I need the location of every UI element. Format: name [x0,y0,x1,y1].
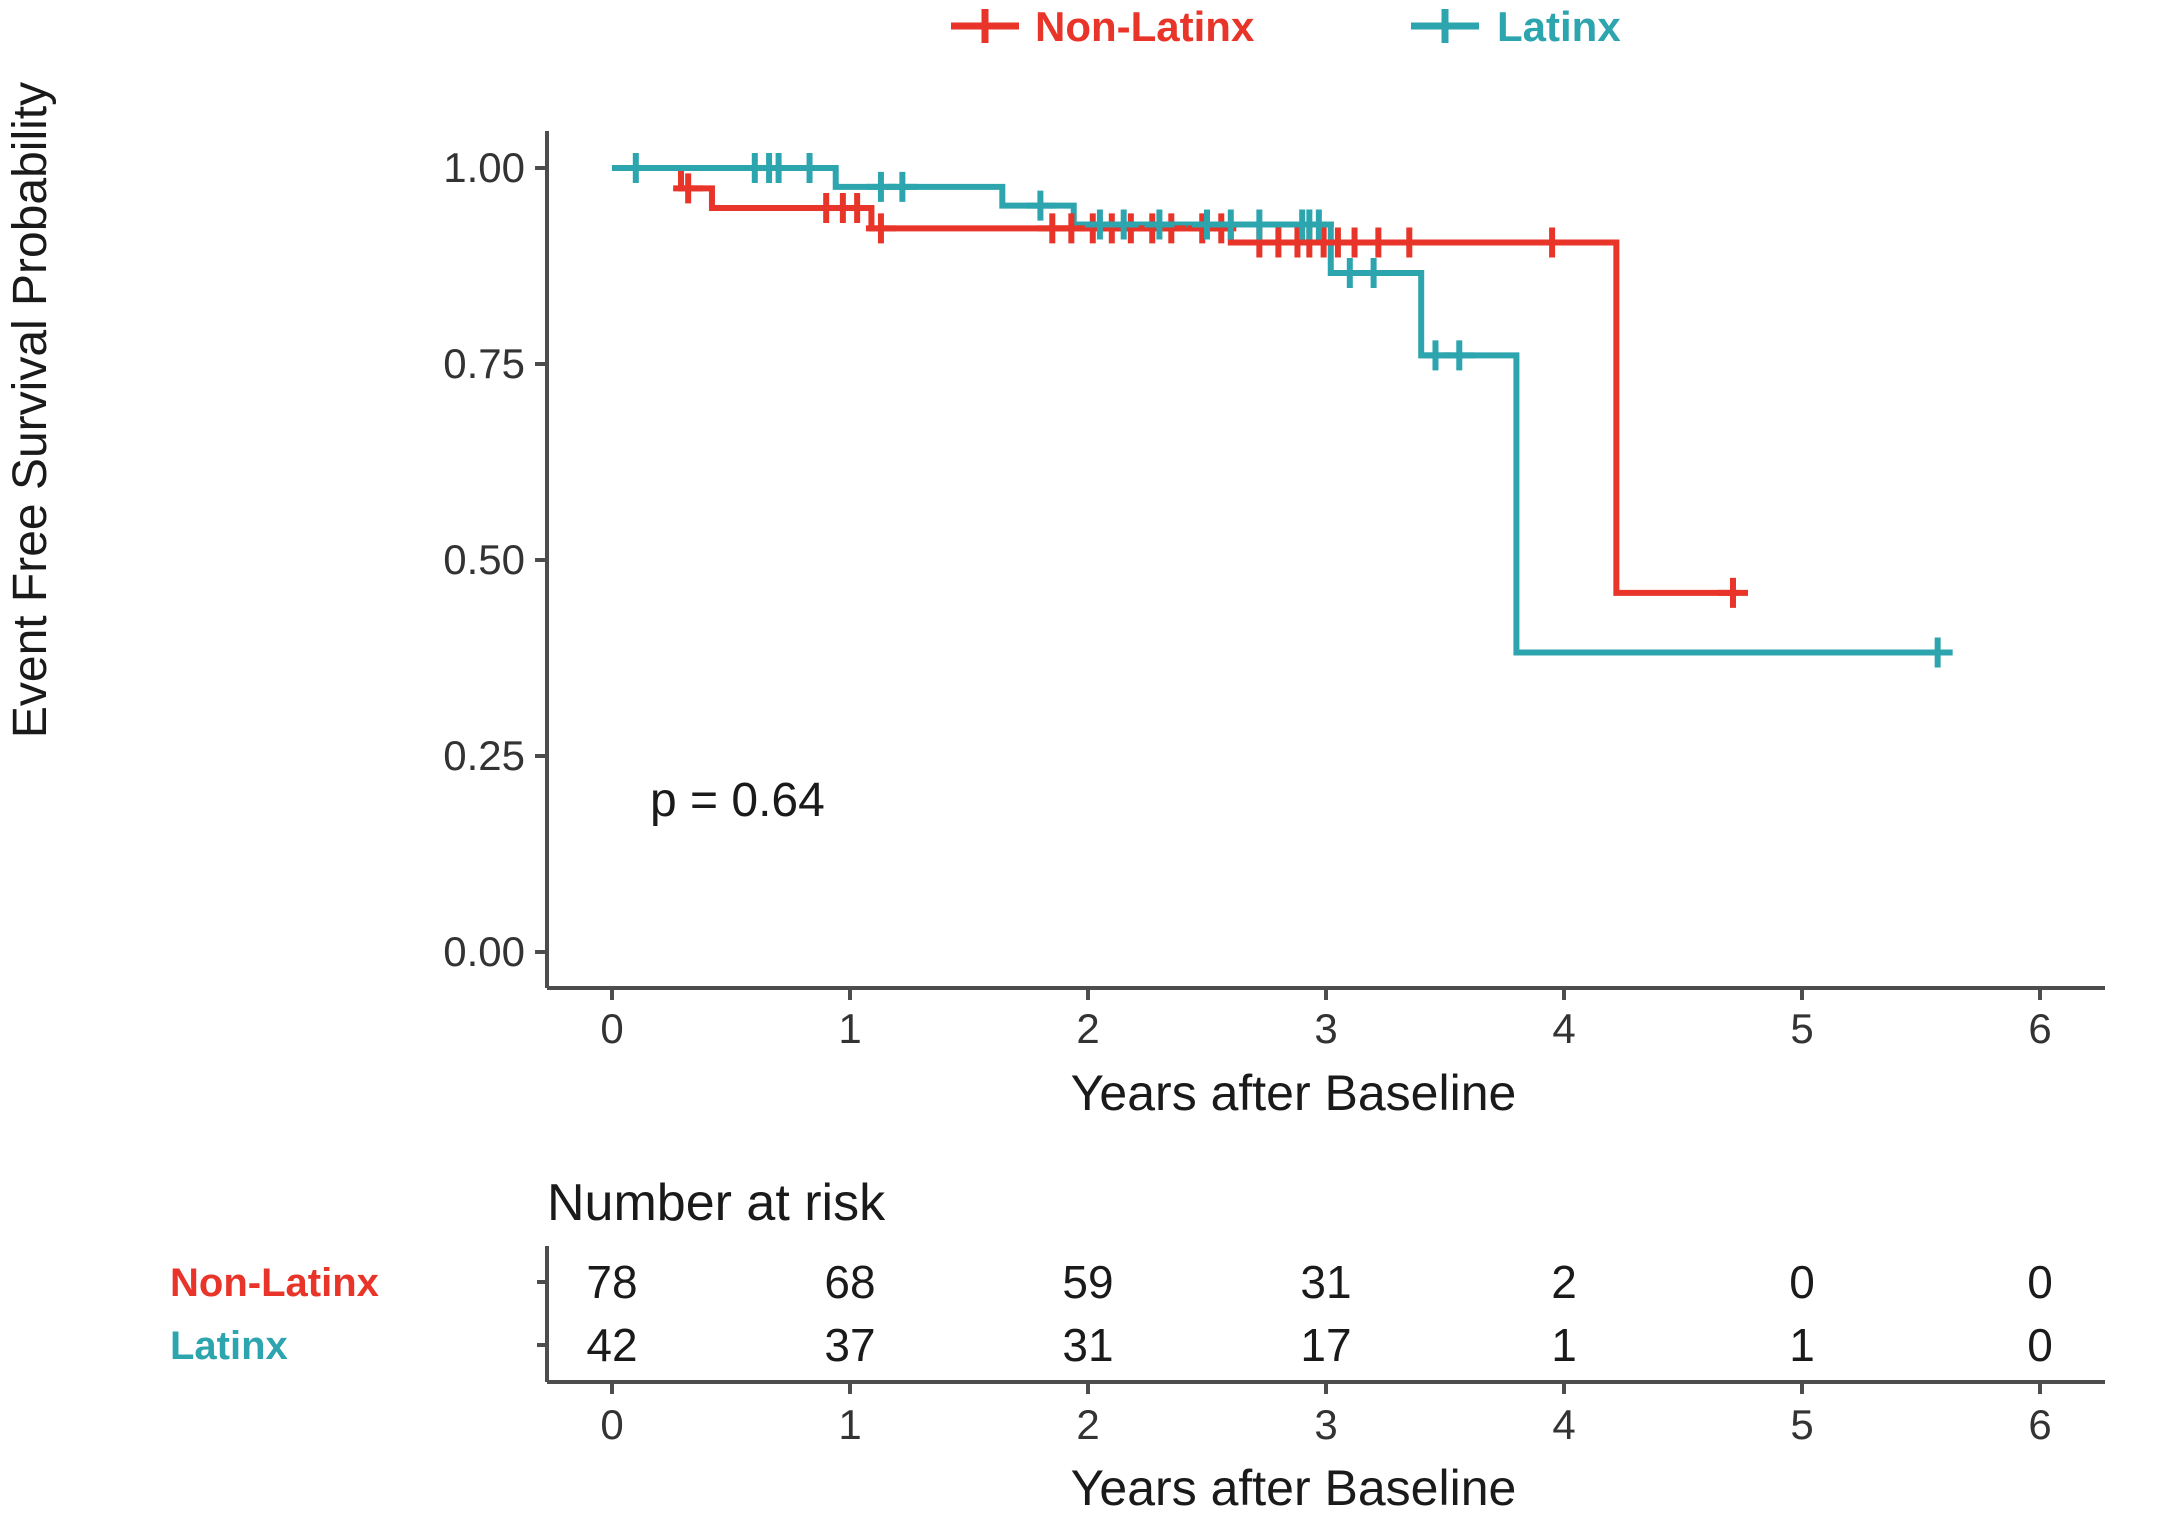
risk-count: 37 [824,1319,875,1371]
x-axis-title: Years after Baseline [1071,1065,1517,1121]
y-axis-title: Event Free Survival Probability [4,82,57,738]
censor-mark-non-latinx [1537,227,1568,258]
risk-row-label-latinx: Latinx [170,1324,288,1368]
censor-mark-latinx [1922,637,1953,668]
risk-count: 31 [1062,1319,1113,1371]
censor-mark-non-latinx [1394,227,1425,258]
p-value-annotation: p = 0.64 [650,774,825,827]
risk-count: 1 [1551,1319,1577,1371]
risk-count: 2 [1551,1256,1577,1308]
y-tick-label: 0.50 [443,536,525,583]
y-tick-label: 0.00 [443,928,525,975]
y-axis: 1.00 0.75 0.50 0.25 0.00 Event Free Survival … [4,82,549,988]
censor-mark-latinx [1444,340,1475,371]
censor-mark-latinx [1108,209,1139,240]
censor-mark-latinx [1025,190,1056,221]
y-tick-label: 0.25 [443,732,525,779]
legend-key-non-latinx [951,9,1019,43]
x-axis: 0 1 2 3 4 5 6 Years after Baseline [547,986,2105,1121]
risk-count: 68 [824,1256,875,1308]
risk-count: 78 [586,1256,637,1308]
p-value-text: p = 0.64 [650,774,825,827]
risk-count: 0 [1789,1256,1815,1308]
x-tick-label: 6 [2028,1005,2051,1052]
censor-marks [620,153,1953,668]
x-tick-label: 3 [1314,1005,1337,1052]
risk-count: 17 [1300,1319,1351,1371]
censor-mark-latinx [620,153,651,183]
risk-count: 42 [586,1319,637,1371]
risk-table-title: Number at risk [547,1174,886,1232]
x-tick-label: 4 [1552,1005,1575,1052]
censor-mark-latinx [887,171,918,202]
survival-curve-non-latinx [612,165,1738,596]
x-tick-label: 0 [600,1005,623,1052]
risk-count: 31 [1300,1256,1351,1308]
legend-item-non-latinx: Non-Latinx [951,3,1255,50]
y-tick-label: 0.75 [443,340,525,387]
censor-mark-latinx [1358,258,1389,289]
censor-mark-latinx [1215,209,1246,240]
x-tick-label: 2 [1076,1005,1099,1052]
risk-x-tick-label: 2 [1076,1401,1099,1448]
risk-row-label-non-latinx: Non-Latinx [170,1261,379,1305]
legend-label: Latinx [1497,3,1621,50]
risk-x-tick-label: 3 [1314,1401,1337,1448]
risk-x-tick-label: 0 [600,1401,623,1448]
censor-mark-latinx [1144,209,1175,240]
risk-x-tick-label: 5 [1790,1401,1813,1448]
censor-mark-latinx [794,153,825,183]
risk-x-tick-label: 4 [1552,1401,1575,1448]
censor-mark-latinx [1244,209,1275,240]
legend-label: Non-Latinx [1035,3,1255,50]
censor-mark-latinx [1303,209,1334,240]
legend-key-latinx [1411,9,1479,43]
censor-mark-non-latinx [865,213,896,244]
risk-count: 1 [1789,1319,1815,1371]
risk-x-tick-label: 6 [2028,1401,2051,1448]
legend-item-latinx: Latinx [1411,3,1621,50]
x-tick-label: 5 [1790,1005,1813,1052]
censor-mark-non-latinx [842,192,873,223]
risk-count: 59 [1062,1256,1113,1308]
risk-x-tick-label: 1 [838,1401,861,1448]
risk-table-x-axis-title: Years after Baseline [1071,1460,1517,1516]
y-tick-label: 1.00 [443,144,525,191]
risk-count: 0 [2027,1256,2053,1308]
censor-mark-non-latinx [673,173,704,204]
risk-count: 0 [2027,1319,2053,1371]
censor-mark-non-latinx [1363,227,1394,258]
censor-mark-latinx [763,153,794,183]
x-tick-label: 1 [838,1005,861,1052]
censor-mark-non-latinx [1717,577,1748,608]
legend: Non-Latinx Latinx [951,3,1621,50]
